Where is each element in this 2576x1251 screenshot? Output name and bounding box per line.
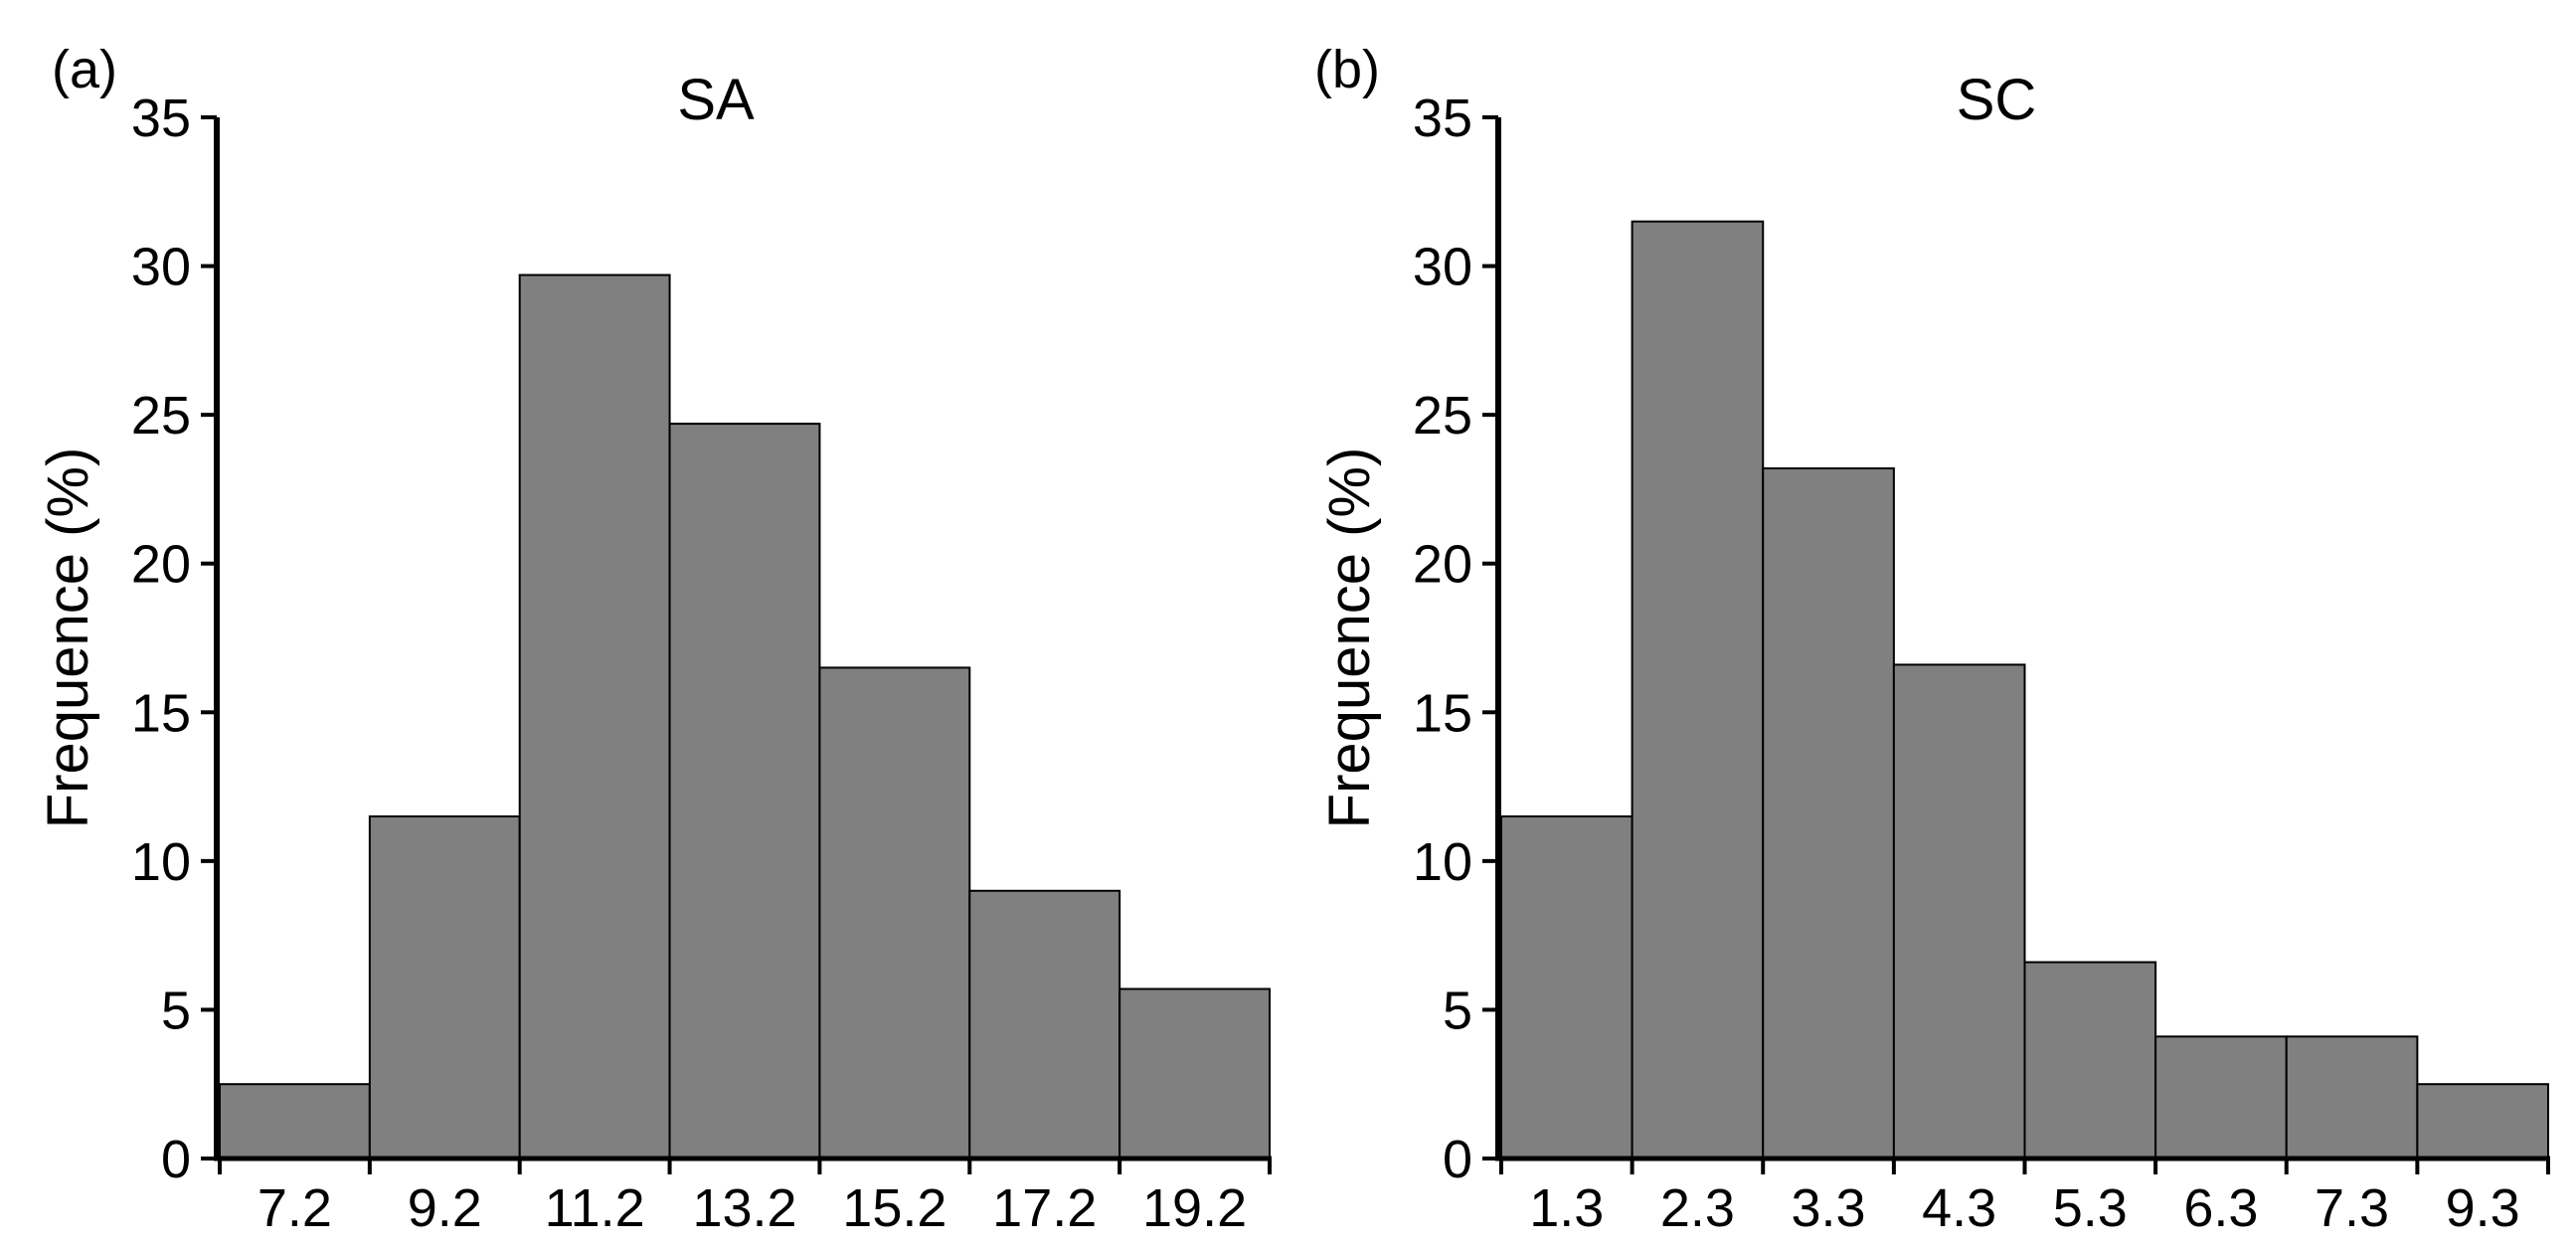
chart1-bar-17.2 [968, 889, 1121, 1160]
chart2-y-tick-label-30: 30 [1413, 238, 1472, 297]
chart2-y-tick-label-0: 0 [1443, 1130, 1472, 1189]
chart1-y-tick-label-10: 10 [131, 832, 191, 892]
chart1-bar-11.2 [518, 273, 671, 1160]
chart1-x-tick-label-15.2: 15.2 [842, 1178, 946, 1238]
chart1-y-tick-label-25: 25 [131, 386, 191, 446]
chart2-y-tick-label-35: 35 [1413, 89, 1472, 148]
chart1-x-tick-label-9.2: 9.2 [408, 1178, 482, 1238]
chart2-x-tick-label-5.3: 5.3 [2053, 1178, 2128, 1238]
chart2-x-tick-label-7.3: 7.3 [2315, 1178, 2389, 1238]
chart2-y-axis-label: Frequence (%) [1317, 447, 1382, 829]
chart2-bar-5.3 [2023, 961, 2157, 1161]
chart1-x-tick-label-17.2: 17.2 [992, 1178, 1097, 1238]
chart2-bar-1.3 [1500, 814, 1633, 1160]
chart1-bar-7.2 [219, 1083, 371, 1160]
chart2-title: SC [1957, 68, 2037, 132]
chart2-bar-9.3 [2416, 1083, 2549, 1160]
chart2-x-tick-label-4.3: 4.3 [1922, 1178, 1996, 1238]
chart1-y-tick-label-0: 0 [161, 1130, 191, 1189]
chart1-y-tick-label-35: 35 [131, 89, 191, 148]
chart1-x-tick-label-11.2: 11.2 [545, 1178, 645, 1238]
chart2-bar-7.3 [2285, 1035, 2419, 1161]
chart1-y-tick-label-15: 15 [131, 683, 191, 743]
chart2-y-tick-label-15: 15 [1413, 683, 1472, 743]
chart1-panel-label: (a) [52, 40, 117, 99]
chart2-bar-4.3 [1892, 663, 2026, 1160]
chart2-panel-label: (b) [1314, 40, 1380, 99]
chart1-bar-13.2 [668, 423, 821, 1161]
chart1-x-tick-label-19.2: 19.2 [1142, 1178, 1247, 1238]
chart2-x-tick-label-9.3: 9.3 [2446, 1178, 2520, 1238]
chart1-y-tick-label-5: 5 [161, 981, 191, 1040]
chart2-bar-6.3 [2154, 1035, 2288, 1161]
chart1-title: SA [677, 68, 755, 132]
chart2-y-tick-label-25: 25 [1413, 386, 1472, 446]
chart2-x-tick-label-3.3: 3.3 [1792, 1178, 1866, 1238]
chart2-x-tick-label-6.3: 6.3 [2183, 1178, 2258, 1238]
chart2-x-tick-label-2.3: 2.3 [1660, 1178, 1735, 1238]
chart1-y-tick-label-30: 30 [131, 238, 191, 297]
chart1-x-tick-label-7.2: 7.2 [258, 1178, 332, 1238]
chart1-y-tick-label-20: 20 [131, 535, 191, 595]
chart2-bar-2.3 [1631, 220, 1765, 1160]
chart2-bar-3.3 [1762, 466, 1895, 1160]
chart2-y-tick-label-5: 5 [1443, 981, 1472, 1040]
chart1-bar-19.2 [1118, 987, 1271, 1161]
chart1-y-axis-label: Frequence (%) [36, 447, 100, 829]
chart1-bar-15.2 [818, 666, 971, 1161]
chart1-x-tick-label-13.2: 13.2 [692, 1178, 796, 1238]
chart2-y-tick-label-10: 10 [1413, 832, 1472, 892]
chart1-bar-9.2 [368, 814, 521, 1160]
chart2-x-tick-label-1.3: 1.3 [1529, 1178, 1604, 1238]
chart2-y-tick-label-20: 20 [1413, 535, 1472, 595]
